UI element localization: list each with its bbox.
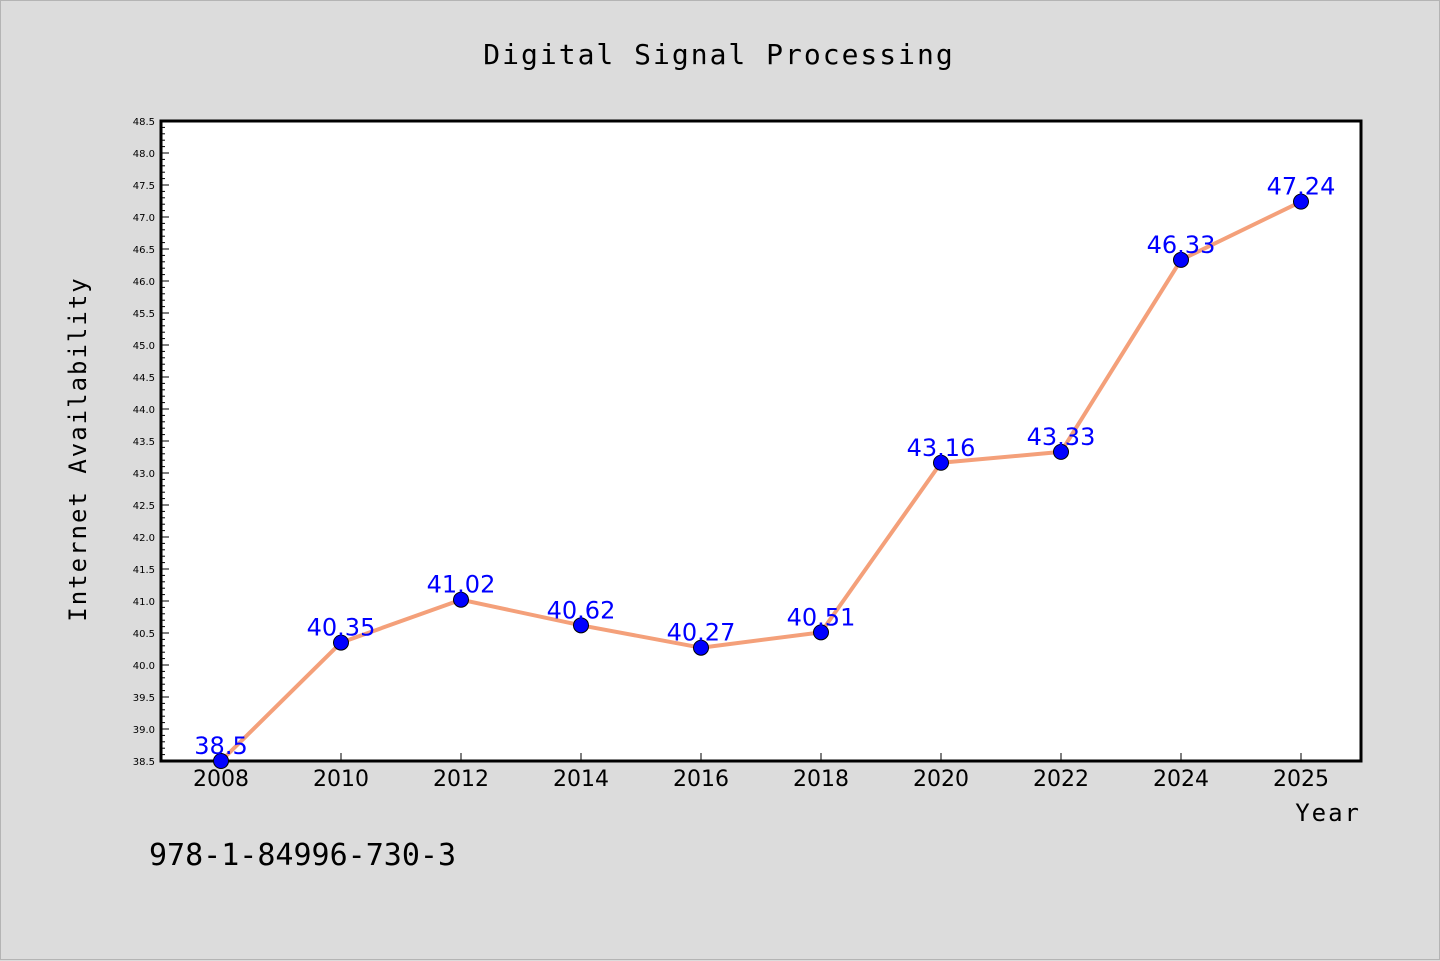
data-label: 40.27 [667, 619, 736, 647]
x-axis: 2008 2010 2012 2014 2016 2018 2020 2022 2024 2025 [193, 753, 1329, 792]
x-tick-label: 2022 [1033, 767, 1089, 792]
x-axis-title: Year [1295, 799, 1361, 827]
plot-area [159, 119, 1363, 763]
x-tick-label: 2020 [913, 767, 969, 792]
x-tick-label: 2025 [1273, 767, 1329, 792]
x-tick-label: 2012 [433, 767, 489, 792]
y-tick-label: 41.0 [133, 597, 155, 608]
series-line-group [219, 199, 1303, 763]
x-tick-label: 2018 [793, 767, 849, 792]
series-points-group [213, 193, 1309, 769]
data-label: 43.16 [907, 434, 976, 462]
y-axis-title: Internet Availability [64, 276, 92, 621]
data-label: 40.51 [787, 603, 856, 631]
data-label: 47.24 [1267, 173, 1336, 201]
data-label: 43.33 [1027, 423, 1096, 451]
x-tick-label: 2010 [313, 767, 369, 792]
data-point [1173, 251, 1189, 268]
y-axis: 38.5 39.0 39.5 40.0 40.5 41.0 41.5 42.0 42.5 43.0… [133, 117, 169, 768]
y-tick-label: 48.5 [133, 117, 155, 128]
data-point [1053, 443, 1069, 460]
chart-title: Digital Signal Processing [483, 38, 954, 71]
data-label: 41.02 [427, 571, 496, 599]
data-point [333, 634, 349, 651]
y-tick-label: 48.0 [133, 149, 155, 160]
y-tick-label: 39.0 [133, 725, 155, 736]
x-tick-label: 2008 [193, 767, 249, 792]
data-point [933, 454, 949, 471]
x-tick-label: 2016 [673, 767, 729, 792]
data-label: 40.35 [307, 614, 376, 642]
y-tick-label: 40.0 [133, 661, 155, 672]
y-tick-label: 43.5 [133, 437, 155, 448]
x-tick-label: 2024 [1153, 767, 1209, 792]
data-point [1293, 193, 1309, 210]
data-point [693, 639, 709, 656]
y-tick-label: 44.0 [133, 405, 155, 416]
y-tick-label: 47.0 [133, 213, 155, 224]
y-tick-label: 42.0 [133, 533, 155, 544]
data-label: 40.62 [547, 596, 616, 624]
y-tick-label: 38.5 [133, 757, 155, 768]
y-tick-label: 45.0 [133, 341, 155, 352]
footnote-isbn: 978-1-84996-730-3 [149, 838, 456, 873]
y-tick-label: 44.5 [133, 373, 155, 384]
y-tick-label: 46.5 [133, 245, 155, 256]
y-tick-label: 41.5 [133, 565, 155, 576]
y-tick-label: 46.0 [133, 277, 155, 288]
data-point [573, 617, 589, 634]
y-tick-label: 39.5 [133, 693, 155, 704]
data-point [813, 624, 829, 641]
data-label: 38.5 [194, 732, 247, 760]
data-label: 46.33 [1147, 231, 1216, 259]
data-point [453, 591, 469, 608]
x-tick-label: 2014 [553, 767, 609, 792]
y-tick-label: 43.0 [133, 469, 155, 480]
series-line [219, 199, 1303, 763]
data-labels-group: 38.5 40.35 41.02 40.62 40.27 40.51 43.16 43.33 4… [194, 173, 1335, 760]
y-tick-label: 40.5 [133, 629, 155, 640]
y-tick-label: 47.5 [133, 181, 155, 192]
y-tick-label: 42.5 [133, 501, 155, 512]
data-point [213, 753, 229, 769]
y-tick-label: 45.5 [133, 309, 155, 320]
